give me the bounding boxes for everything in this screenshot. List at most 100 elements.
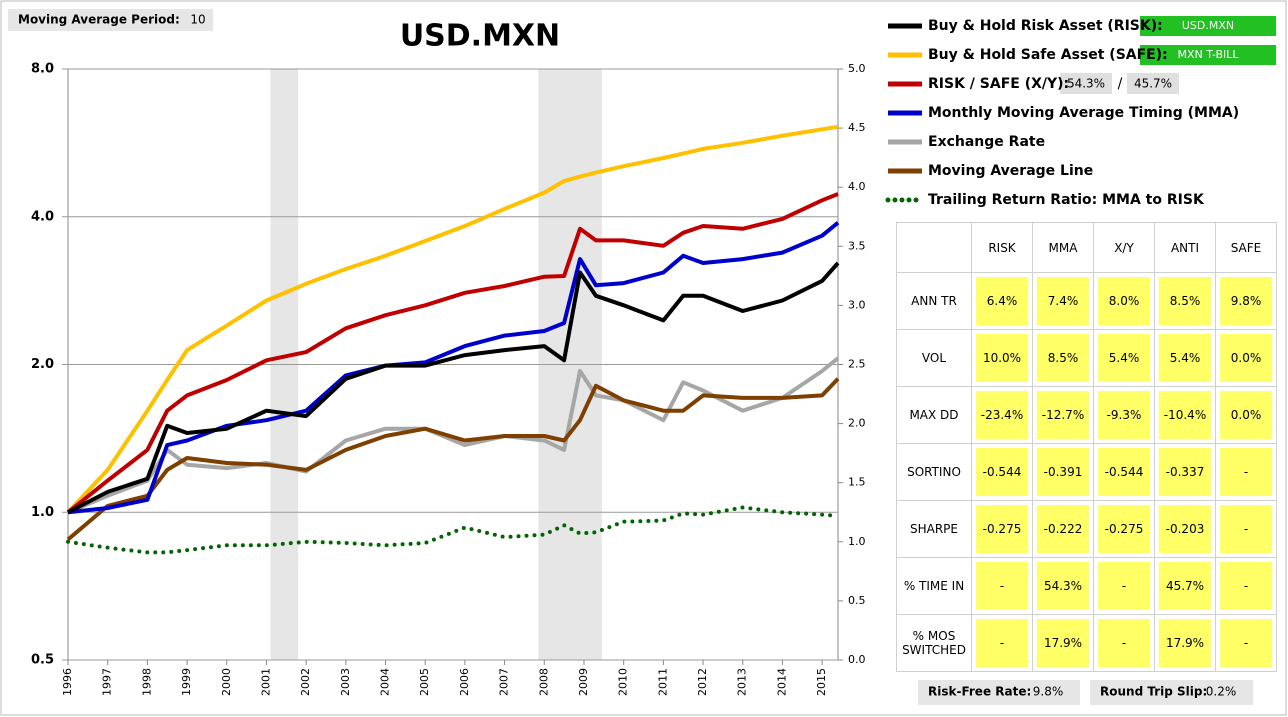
- series-line: [67, 261, 840, 515]
- x-tick-label: 2001: [259, 668, 272, 696]
- table-cell: -10.4%: [1154, 386, 1216, 444]
- table-cell: 10.0%: [971, 329, 1033, 387]
- table-cell: 5.4%: [1093, 329, 1155, 387]
- risk-weight-box: [1060, 73, 1112, 94]
- cell-value: -0.544: [1098, 448, 1150, 496]
- table-cell: -0.391: [1032, 443, 1094, 501]
- table-cell: 6.4%: [971, 272, 1033, 330]
- series-line: [66, 377, 840, 542]
- cell-value: 54.3%: [1037, 562, 1089, 610]
- table-cell: 45.7%: [1154, 557, 1216, 615]
- row-label: VOL: [896, 329, 972, 387]
- cell-value: 0.0%: [1220, 334, 1272, 382]
- cell-value: -10.4%: [1159, 391, 1211, 439]
- cell-value: -23.4%: [976, 391, 1028, 439]
- table-cell: -: [1093, 557, 1155, 615]
- risk-tag-text: USD.MXN: [1182, 19, 1234, 32]
- table-row: % MOS SWITCHED -17.9% -17.9% -: [896, 614, 1277, 672]
- legend-label: Trailing Return Ratio: MMA to RISK: [928, 192, 1205, 208]
- y2-tick-label: 4.5: [848, 121, 866, 134]
- table-row: ANN TR 6.4% 7.4% 8.0% 8.5% 9.8%: [896, 272, 1277, 330]
- settings-label: Moving Average Period:: [18, 13, 180, 27]
- y-tick-label: 8.0: [31, 62, 54, 77]
- cell-value: -0.275: [1098, 505, 1150, 553]
- risk-weight: 54.3%: [1067, 77, 1105, 91]
- row-label: SORTINO: [896, 443, 972, 501]
- table-cell: -0.275: [1093, 500, 1155, 558]
- cell-value: -0.222: [1037, 505, 1089, 553]
- cell-value: 0.0%: [1220, 391, 1272, 439]
- y-tick-label: 0.5: [31, 653, 54, 668]
- table-cell: -0.275: [971, 500, 1033, 558]
- table-cell: 0.0%: [1215, 386, 1277, 444]
- row-label: SHARPE: [896, 500, 972, 558]
- y2-tick-label: 1.5: [848, 476, 866, 489]
- x-tick-label: 1998: [140, 668, 153, 696]
- cell-value: -0.203: [1159, 505, 1211, 553]
- table-cell: 54.3%: [1032, 557, 1094, 615]
- row-label: % MOS SWITCHED: [896, 614, 972, 672]
- safe-tag-text: MXN T-BILL: [1177, 48, 1239, 61]
- x-tick-label: 1996: [61, 668, 74, 696]
- cell-value: -: [1220, 562, 1272, 610]
- legend-label: Exchange Rate: [928, 134, 1045, 150]
- table-cell: -: [1215, 500, 1277, 558]
- legend-label: Monthly Moving Average Timing (MMA): [928, 105, 1239, 121]
- table-row: VOL 10.0% 8.5% 5.4% 5.4% 0.0%: [896, 329, 1277, 387]
- cell-value: 10.0%: [976, 334, 1028, 382]
- table-row: SORTINO -0.544 -0.391 -0.544 -0.337-: [896, 443, 1277, 501]
- series-line: [66, 124, 839, 514]
- settings-box: [8, 9, 213, 31]
- table-cell: -12.7%: [1032, 386, 1094, 444]
- legend-label: Moving Average Line: [928, 163, 1093, 179]
- x-tick-label: 2014: [775, 668, 788, 696]
- table-cell: -: [971, 557, 1033, 615]
- cell-value: 17.9%: [1159, 619, 1211, 667]
- y-tick-label: 1.0: [31, 505, 54, 520]
- legend-label: Buy & Hold Safe Asset (SAFE):: [928, 47, 1168, 63]
- table-cell: 0.0%: [1215, 329, 1277, 387]
- cell-value: -: [1220, 505, 1272, 553]
- legend-label: Buy & Hold Risk Asset (RISK):: [928, 18, 1163, 34]
- series-line: [66, 505, 840, 555]
- y2-tick-label: 3.0: [848, 298, 866, 311]
- row-label: ANN TR: [896, 272, 972, 330]
- table-cell: 5.4%: [1154, 329, 1216, 387]
- cell-value: 6.4%: [976, 277, 1028, 325]
- x-tick-label: 2003: [339, 668, 352, 696]
- table-row: MAX DD -23.4% -12.7% -9.3% -10.4% 0.0%: [896, 386, 1277, 444]
- footer-label: Risk-Free Rate:: [928, 685, 1031, 699]
- x-tick-label: 1997: [101, 668, 114, 696]
- table-row: SHARPE -0.275 -0.222 -0.275 -0.203-: [896, 500, 1277, 558]
- footer-label: Round Trip Slip:: [1100, 685, 1207, 699]
- x-tick-label: 2009: [577, 668, 590, 696]
- y2-tick-label: 1.0: [848, 535, 866, 548]
- y2-tick-label: 0.0: [848, 653, 866, 666]
- x-tick-label: 2010: [617, 668, 630, 696]
- cell-value: 8.0%: [1098, 277, 1150, 325]
- cell-value: -0.337: [1159, 448, 1211, 496]
- cell-value: 8.5%: [1159, 277, 1211, 325]
- x-tick-label: 2011: [656, 668, 669, 696]
- table-cell: 8.5%: [1154, 272, 1216, 330]
- y2-tick-label: 2.5: [848, 358, 866, 371]
- x-tick-label: 2012: [696, 668, 709, 696]
- x-tick-label: 1999: [180, 668, 193, 696]
- table-cell: -9.3%: [1093, 386, 1155, 444]
- column-header: SAFE: [1215, 222, 1277, 273]
- cell-value: -: [1220, 619, 1272, 667]
- x-tick-label: 2015: [815, 668, 828, 696]
- risk-tag: [1140, 16, 1276, 36]
- weight-separator: /: [1118, 76, 1123, 92]
- cell-value: -0.391: [1037, 448, 1089, 496]
- cell-value: 7.4%: [1037, 277, 1089, 325]
- table-cell: -: [1215, 614, 1277, 672]
- table-cell: 9.8%: [1215, 272, 1277, 330]
- cell-value: -0.275: [976, 505, 1028, 553]
- legend-label: RISK / SAFE (X/Y):: [928, 76, 1069, 92]
- cell-value: -12.7%: [1037, 391, 1089, 439]
- table-row: % TIME IN -54.3% -45.7% -: [896, 557, 1277, 615]
- x-tick-label: 2004: [379, 668, 392, 696]
- footer-value: 9.8%: [1033, 685, 1064, 699]
